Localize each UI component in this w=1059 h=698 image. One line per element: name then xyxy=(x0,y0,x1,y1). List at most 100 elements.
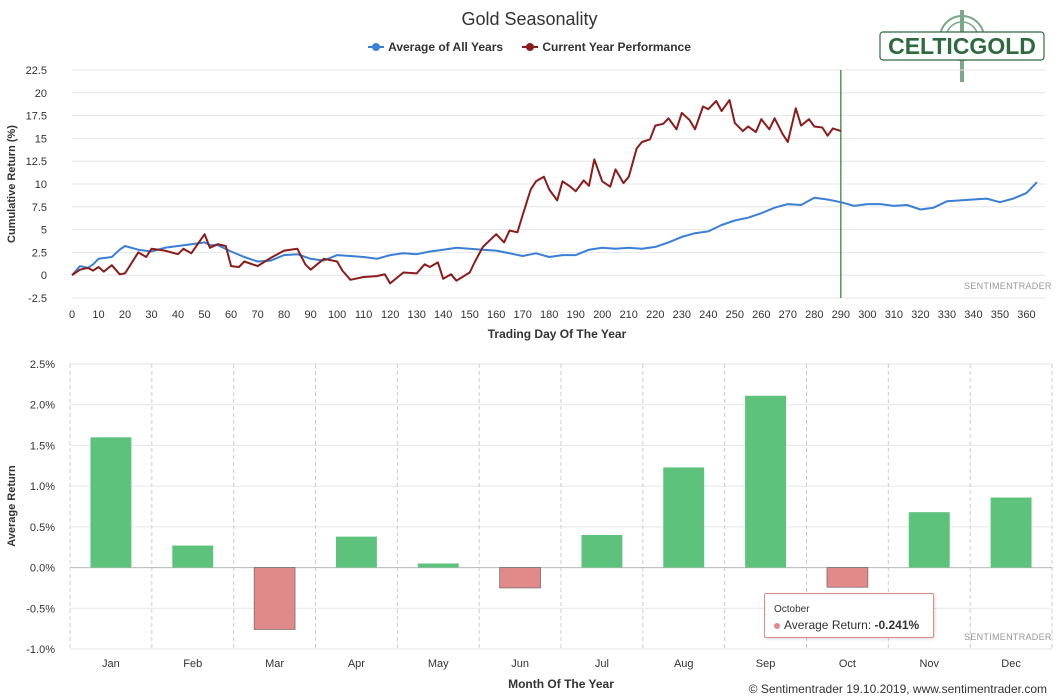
top-y-tick-label: 12.5 xyxy=(26,156,47,168)
bottom-x-tick-label: Feb xyxy=(183,658,202,670)
bottom-x-tick-label: Nov xyxy=(919,658,939,670)
top-x-tick-label: 330 xyxy=(938,309,956,321)
bottom-x-tick-label: Mar xyxy=(265,658,284,670)
top-x-tick-label: 190 xyxy=(567,309,585,321)
top-y-tick-label: 22.5 xyxy=(26,65,47,77)
bottom-bars xyxy=(90,395,1032,630)
tooltip-value: -0.241% xyxy=(874,618,920,632)
top-x-tick-label: 60 xyxy=(225,309,237,321)
top-x-tick-label: 90 xyxy=(304,309,316,321)
bottom-x-tick-label: Jun xyxy=(511,658,529,670)
bottom-gridlines xyxy=(69,363,1053,650)
top-x-tick-label: 210 xyxy=(620,309,638,321)
legend-item-average[interactable]: Average of All Years xyxy=(368,40,503,54)
top-gridlines xyxy=(72,69,1045,299)
bar-dec xyxy=(990,497,1032,568)
legend-swatch-average xyxy=(368,43,385,51)
bottom-x-tick-label: Sep xyxy=(756,658,776,670)
top-x-tick-label: 350 xyxy=(991,309,1009,321)
bar-oct xyxy=(826,567,869,588)
bottom-y-tick-label: 0.5% xyxy=(30,522,55,534)
top-x-tick-label: 80 xyxy=(278,309,290,321)
top-x-tick-label: 250 xyxy=(726,309,744,321)
top-series xyxy=(71,70,1038,298)
top-y-tick-label: 5 xyxy=(41,225,47,237)
top-y-tick-label: 2.5 xyxy=(32,247,47,259)
top-x-tick-label: 120 xyxy=(381,309,399,321)
top-x-tick-label: 290 xyxy=(832,309,850,321)
bottom-x-tick-label: Jul xyxy=(595,658,609,670)
bar-feb xyxy=(172,545,214,568)
top-x-tick-label: 230 xyxy=(673,309,691,321)
top-x-tick-label: 300 xyxy=(858,309,876,321)
oct-tooltip: October Average Return: -0.241% xyxy=(764,593,934,638)
top-x-tick-label: 270 xyxy=(779,309,797,321)
watermark-top: SENTIMENTRADER xyxy=(964,281,1052,291)
top-x-tick-label: 110 xyxy=(355,309,373,321)
bottom-y-axis-label: Average Return xyxy=(6,465,18,547)
bottom-x-tick-label: Apr xyxy=(348,658,365,670)
bar-mar xyxy=(253,567,296,630)
top-y-tick-label: 10 xyxy=(35,179,47,191)
series-line-current xyxy=(71,99,842,285)
top-x-ticks: 0 10 20 30 40 50 60 70 80 90 100 110 120 130 140 150 160… xyxy=(69,309,1036,321)
tooltip-label: Average Return: xyxy=(784,618,875,632)
bottom-x-tick-label: Jan xyxy=(102,658,120,670)
top-y-tick-label: -2.5 xyxy=(28,293,47,305)
bar-sep xyxy=(745,395,787,568)
bottom-y-tick-label: 1.0% xyxy=(30,481,55,493)
bar-nov xyxy=(908,512,950,568)
bottom-y-tick-label: 0.0% xyxy=(30,563,55,575)
bar-jul xyxy=(581,535,623,568)
bottom-y-tick-label: 2.5% xyxy=(30,359,55,371)
bottom-x-tick-label: Aug xyxy=(674,658,694,670)
top-x-tick-label: 70 xyxy=(251,309,263,321)
top-line-chart: -2.5 0 2.5 5 7.5 10 12.5 15 17.5 20 22.5 0 10 20 30 40… xyxy=(6,65,1045,341)
top-x-tick-label: 170 xyxy=(514,309,532,321)
top-x-tick-label: 160 xyxy=(487,309,505,321)
bottom-y-tick-label: 1.5% xyxy=(30,440,55,452)
bottom-x-tick-label: Dec xyxy=(1001,658,1021,670)
top-x-tick-label: 260 xyxy=(752,309,770,321)
top-x-tick-label: 140 xyxy=(434,309,452,321)
bar-apr xyxy=(335,536,377,568)
chart-title: Gold Seasonality xyxy=(461,9,598,29)
top-y-ticks: -2.5 0 2.5 5 7.5 10 12.5 15 17.5 20 22.5 xyxy=(26,65,47,305)
bottom-y-tick-label: -0.5% xyxy=(26,603,55,615)
logo-text: CELTICGOLD xyxy=(888,33,1036,59)
legend-swatch-current xyxy=(522,43,539,51)
top-y-tick-label: 7.5 xyxy=(32,202,47,214)
footer-credit: © Sentimentrader 19.10.2019, www.sentime… xyxy=(748,682,1047,696)
tooltip-month: October xyxy=(774,604,810,615)
bottom-x-ticks: Jan Feb Mar Apr May Jun Jul Aug Sep Oct Nov Dec xyxy=(102,658,1021,670)
bottom-x-tick-label: May xyxy=(428,658,449,670)
legend-item-current[interactable]: Current Year Performance xyxy=(522,40,691,54)
top-x-tick-label: 10 xyxy=(92,309,104,321)
series-line-average xyxy=(71,181,1038,276)
top-x-tick-label: 360 xyxy=(1017,309,1035,321)
bottom-x-tick-label: Oct xyxy=(839,658,856,670)
bottom-y-tick-label: -1.0% xyxy=(26,644,55,656)
top-x-tick-label: 30 xyxy=(145,309,157,321)
top-x-tick-label: 200 xyxy=(593,309,611,321)
bottom-y-ticks: 2.5% 2.0% 1.5% 1.0% 0.5% 0.0% -0.5% -1.0% xyxy=(26,359,55,656)
top-x-tick-label: 40 xyxy=(172,309,184,321)
top-y-tick-label: 17.5 xyxy=(26,111,47,123)
legend-label-average: Average of All Years xyxy=(388,40,504,54)
celticgold-logo: CELTICGOLD xyxy=(879,10,1045,82)
top-x-tick-label: 320 xyxy=(911,309,929,321)
bottom-y-tick-label: 2.0% xyxy=(30,400,55,412)
top-x-tick-label: 180 xyxy=(540,309,558,321)
bar-jun xyxy=(499,567,541,589)
top-x-tick-label: 50 xyxy=(198,309,210,321)
top-x-tick-label: 280 xyxy=(805,309,823,321)
top-x-tick-label: 150 xyxy=(461,309,479,321)
tooltip-line: Average Return: -0.241% xyxy=(774,618,919,632)
bar-jan xyxy=(90,437,132,568)
top-x-tick-label: 130 xyxy=(407,309,425,321)
top-y-axis-label: Cumulative Return (%) xyxy=(6,125,18,243)
top-x-tick-label: 20 xyxy=(119,309,131,321)
top-x-tick-label: 240 xyxy=(699,309,717,321)
bar-may xyxy=(417,563,459,568)
